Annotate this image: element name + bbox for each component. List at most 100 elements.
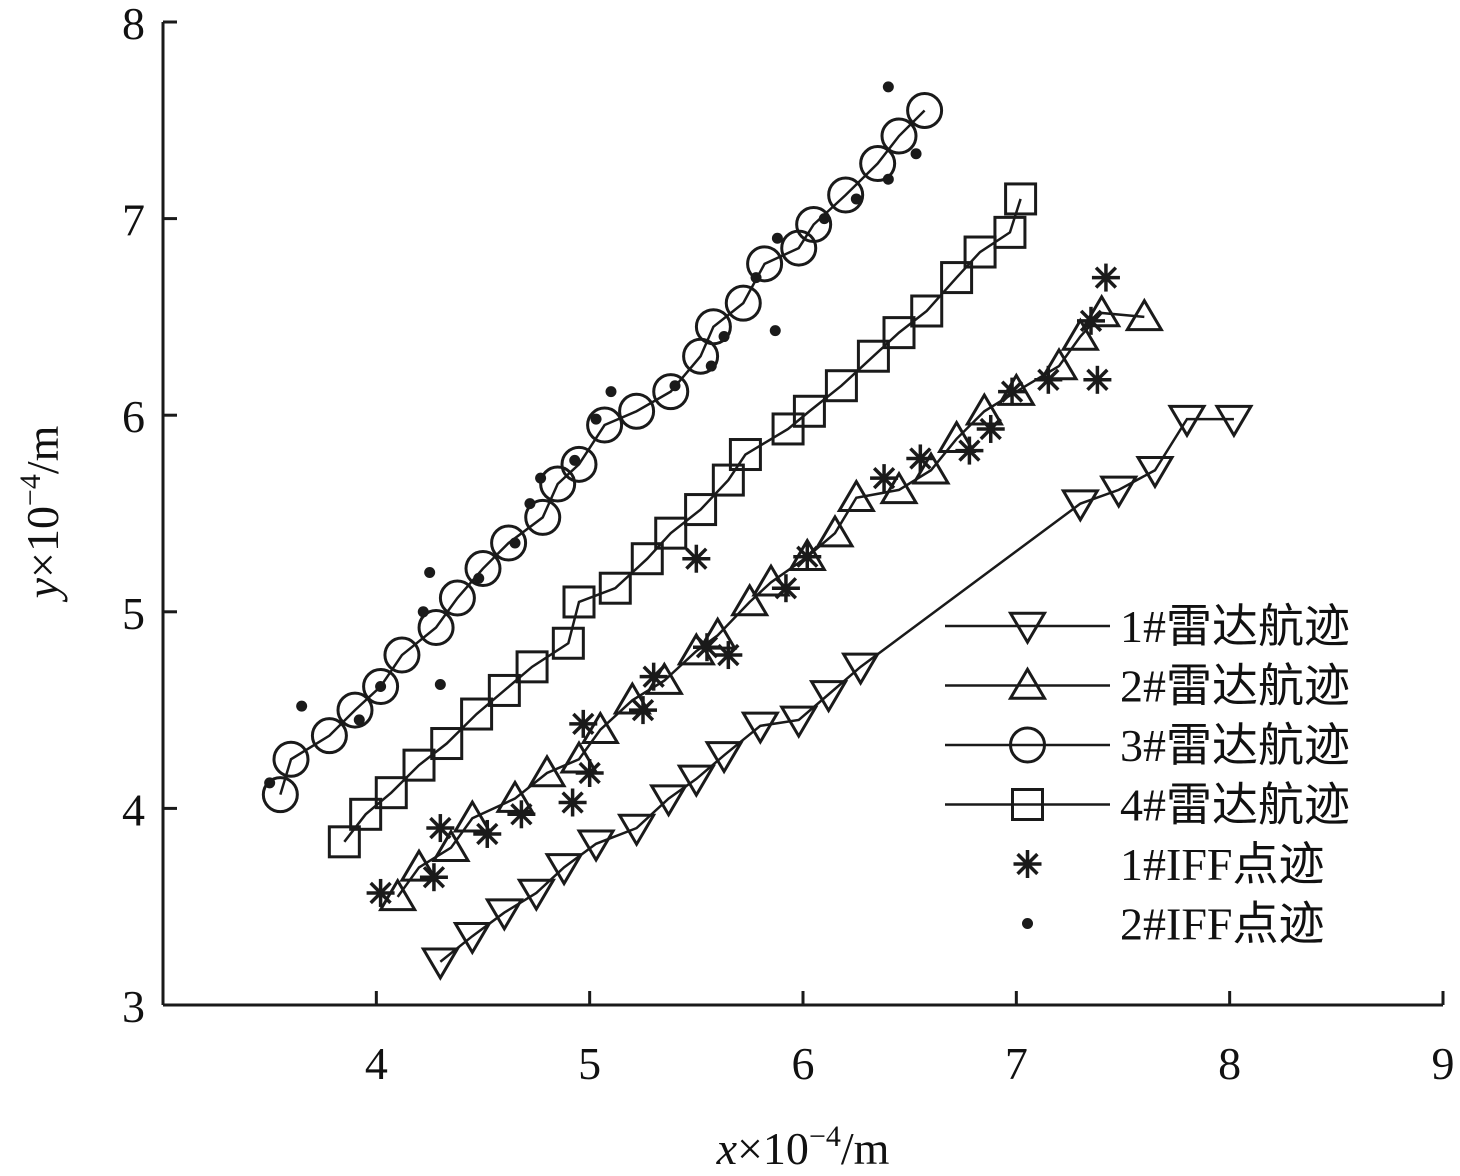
data-point — [374, 776, 408, 810]
data-point — [420, 947, 460, 981]
data-point — [460, 697, 494, 731]
data-point — [1124, 297, 1164, 332]
data-point — [724, 284, 762, 322]
data-point — [544, 853, 584, 887]
x-tick-label: 9 — [1432, 1038, 1455, 1089]
data-point — [402, 748, 436, 782]
y-tick-label: 7 — [122, 195, 145, 246]
data-point — [261, 776, 299, 814]
legend-item: 2#IFF点迹 — [1022, 899, 1324, 950]
x-tick-label: 8 — [1218, 1038, 1241, 1089]
data-point — [539, 465, 577, 503]
data-point — [870, 464, 899, 493]
data-point — [490, 524, 528, 562]
data-point — [859, 145, 897, 183]
data-point — [1077, 306, 1105, 335]
data-point — [669, 380, 681, 392]
data-point — [527, 753, 567, 788]
data-point — [682, 544, 711, 573]
data-point — [693, 633, 721, 662]
plot-area — [261, 81, 1254, 981]
data-point — [1082, 293, 1122, 328]
data-point — [652, 373, 690, 411]
data-point — [1004, 182, 1038, 216]
data-point — [605, 386, 617, 398]
data-point — [808, 680, 849, 714]
data-point — [362, 668, 400, 706]
data-point — [575, 759, 604, 788]
legend-marker — [1007, 666, 1048, 700]
data-point — [576, 829, 616, 863]
legend-label: 2#IFF点迹 — [1120, 899, 1324, 950]
legend-item: 3#雷达航迹 — [945, 720, 1350, 771]
data-point — [296, 700, 308, 712]
data-point — [487, 673, 521, 707]
data-point — [836, 478, 876, 513]
data-point — [880, 117, 918, 155]
data-point — [366, 878, 395, 907]
data-point — [910, 294, 944, 328]
series-3 — [261, 91, 944, 814]
data-point — [740, 711, 780, 745]
data-point — [993, 215, 1027, 249]
data-point — [964, 392, 1004, 426]
legend-label: 2#雷达航迹 — [1120, 661, 1350, 712]
data-point — [264, 777, 276, 789]
data-point — [1167, 404, 1207, 439]
data-point — [419, 863, 448, 892]
x-axis-title: x×10−4/m — [716, 1120, 890, 1171]
series-1 — [420, 404, 1254, 981]
x-tick-label: 7 — [1005, 1038, 1028, 1089]
legend-item: 1#雷达航迹 — [945, 601, 1350, 652]
data-point — [464, 550, 502, 588]
data-point — [430, 727, 464, 761]
data-point — [353, 714, 365, 726]
data-point — [711, 463, 745, 497]
data-point — [840, 652, 881, 686]
y-tick-label: 3 — [122, 981, 145, 1032]
data-point — [551, 626, 585, 660]
data-point — [976, 414, 1005, 443]
data-point — [1060, 489, 1100, 523]
data-point — [473, 819, 502, 848]
data-point — [704, 741, 744, 775]
data-point — [452, 799, 492, 833]
data-point — [569, 454, 581, 466]
data-point — [648, 784, 689, 818]
data-point — [417, 606, 429, 618]
data-point — [955, 436, 984, 465]
data-point — [424, 566, 436, 578]
y-tick-label: 6 — [122, 391, 145, 442]
data-point — [718, 331, 730, 343]
data-point — [327, 825, 361, 859]
data-point — [484, 898, 524, 932]
x-tick-label: 4 — [365, 1038, 388, 1089]
series-2 — [378, 293, 1164, 912]
series-line — [279, 109, 926, 795]
legend-marker — [1011, 788, 1044, 821]
legend-label: 3#雷达航迹 — [1120, 720, 1350, 771]
legend-label: 4#雷达航迹 — [1120, 780, 1350, 831]
data-point — [524, 498, 536, 510]
data-point — [618, 392, 656, 430]
data-point — [882, 173, 894, 185]
data-point — [771, 232, 783, 244]
data-point — [434, 679, 446, 691]
data-point — [616, 813, 657, 848]
data-point — [694, 308, 732, 346]
legend-marker — [1013, 850, 1042, 878]
data-point — [771, 574, 800, 603]
data-point — [630, 542, 664, 576]
data-point — [612, 681, 652, 715]
data-point — [815, 514, 855, 548]
data-point — [1135, 455, 1175, 490]
y-tick-label: 8 — [122, 0, 145, 49]
data-point — [515, 650, 549, 684]
legend-label: 1#IFF点迹 — [1120, 839, 1324, 890]
axes: 4 5 6 7 8 9 3 4 5 6 7 8 — [122, 0, 1455, 1089]
data-point — [1083, 365, 1112, 394]
data-point — [906, 444, 935, 473]
y-tick-label: 5 — [122, 588, 145, 639]
data-point — [793, 542, 822, 571]
